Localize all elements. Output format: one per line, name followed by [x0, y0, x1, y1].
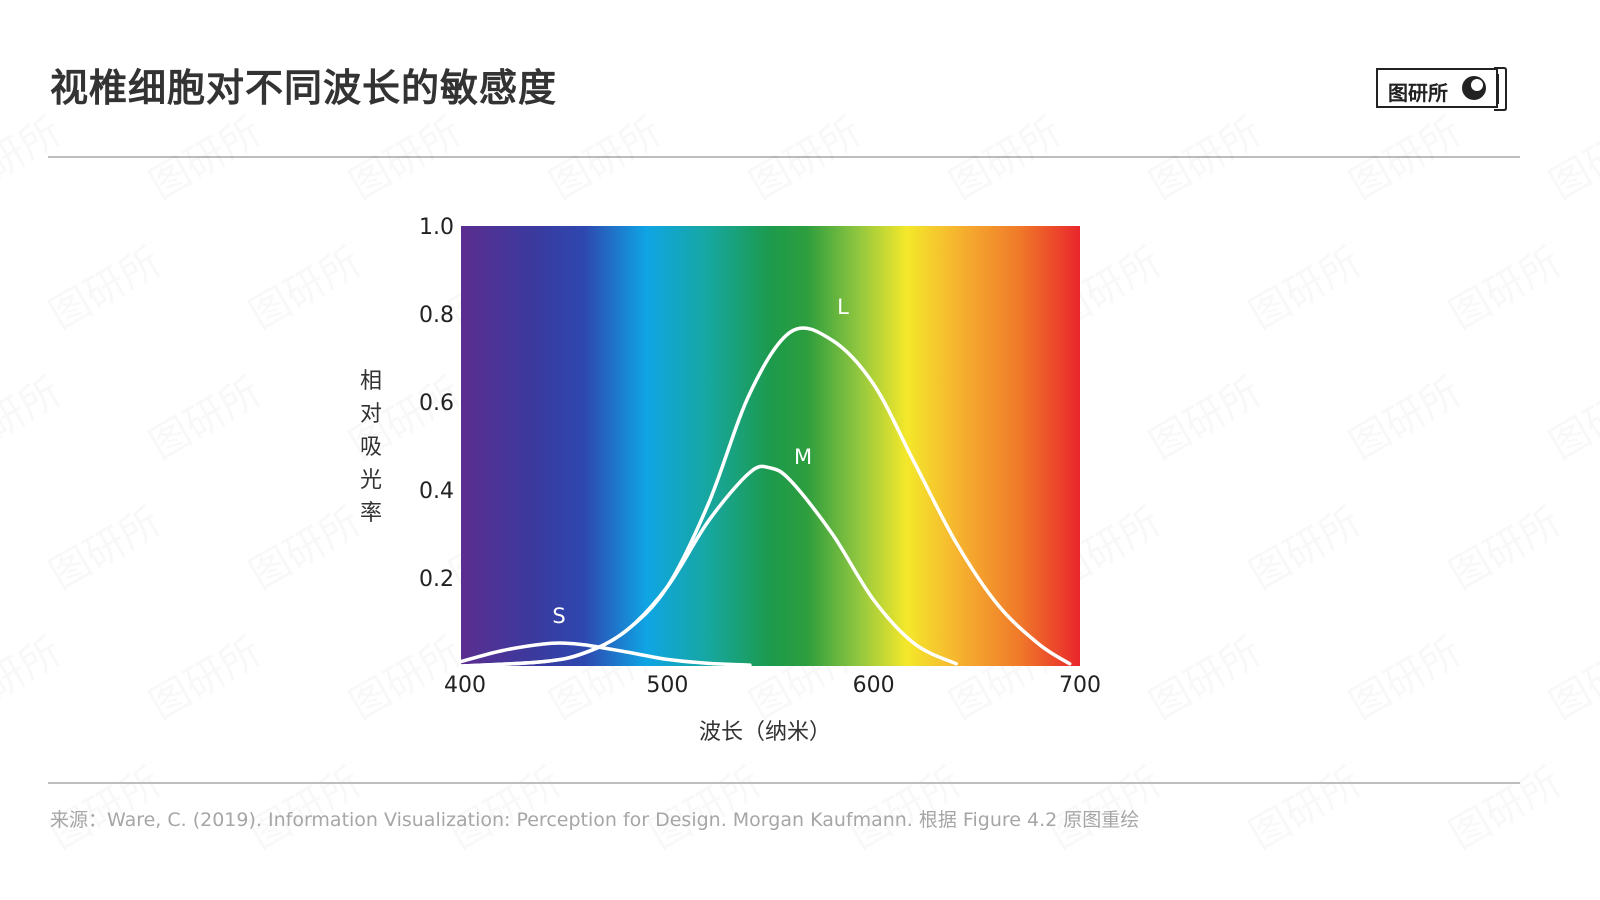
watermark: 图研所: [542, 109, 669, 209]
x-tick-label: 700: [1059, 673, 1101, 698]
watermark: 图研所: [42, 499, 169, 599]
watermark: 图研所: [0, 109, 69, 209]
y-tick-label: 0.2: [419, 567, 454, 592]
watermark: 图研所: [142, 109, 269, 209]
y-axis-label-char: 率: [360, 501, 382, 526]
watermark: 图研所: [1142, 369, 1269, 469]
watermark: 图研所: [1242, 759, 1369, 859]
x-axis-ticks: 400 500 600 700: [444, 673, 1101, 698]
watermark: 图研所: [942, 109, 1069, 209]
watermark: 图研所: [1342, 109, 1469, 209]
watermark: 图研所: [142, 629, 269, 729]
y-axis-label-char: 光: [360, 468, 382, 493]
watermark: 图研所: [1542, 629, 1600, 729]
x-tick-label: 400: [444, 673, 486, 698]
watermark: 图研所: [1242, 499, 1369, 599]
spectrum-background: [461, 226, 1080, 666]
source-note: 来源：Ware, C. (2019). Information Visualiz…: [50, 809, 1140, 831]
watermark: 图研所: [0, 369, 69, 469]
y-axis-ticks: 0.2 0.4 0.6 0.8 1.0: [419, 215, 454, 592]
watermark: 图研所: [1542, 109, 1600, 209]
y-tick-label: 0.4: [419, 479, 454, 504]
y-tick-label: 0.8: [419, 303, 454, 328]
x-tick-label: 600: [853, 673, 895, 698]
watermark: 图研所: [0, 629, 69, 729]
y-axis-label-char: 对: [360, 402, 382, 427]
footer-divider: [48, 782, 1520, 784]
watermark: 图研所: [1342, 629, 1469, 729]
watermark: 图研所: [42, 239, 169, 339]
watermark: 图研所: [742, 109, 869, 209]
watermark: 图研所: [242, 239, 369, 339]
logo-text: 图研所: [1388, 81, 1448, 105]
curve-layer: S M L: [459, 295, 1072, 668]
curve-label-m: M: [794, 445, 812, 469]
page-title: 视椎细胞对不同波长的敏感度: [50, 66, 558, 110]
x-tick-label: 500: [646, 673, 688, 698]
y-tick-label: 0.6: [419, 391, 454, 416]
watermark: 图研所: [1142, 109, 1269, 209]
y-tick-label: 1.0: [419, 215, 454, 240]
curve-s: [459, 641, 752, 667]
curve-label-s: S: [552, 604, 565, 628]
watermark: 图研所: [242, 499, 369, 599]
y-axis-label-char: 吸: [360, 435, 382, 460]
watermark: 图研所: [1442, 499, 1569, 599]
watermark: 图研所: [1442, 239, 1569, 339]
curve-label-l: L: [837, 295, 849, 319]
header-divider: [48, 156, 1520, 158]
watermark: 图研所: [1442, 759, 1569, 859]
watermark: 图研所: [342, 109, 469, 209]
logo-eye-icon: [1462, 67, 1507, 111]
watermark: 图研所: [1242, 239, 1369, 339]
y-axis-label-char: 相: [360, 369, 382, 394]
watermark: 图研所: [1342, 369, 1469, 469]
brand-logo: 图研所: [1376, 64, 1508, 112]
watermark: 图研所: [1542, 369, 1600, 469]
x-axis-label: 波长（纳米）: [699, 720, 831, 745]
watermark: 图研所: [1142, 629, 1269, 729]
curve-l: [459, 326, 1072, 668]
watermark: 图研所: [142, 369, 269, 469]
